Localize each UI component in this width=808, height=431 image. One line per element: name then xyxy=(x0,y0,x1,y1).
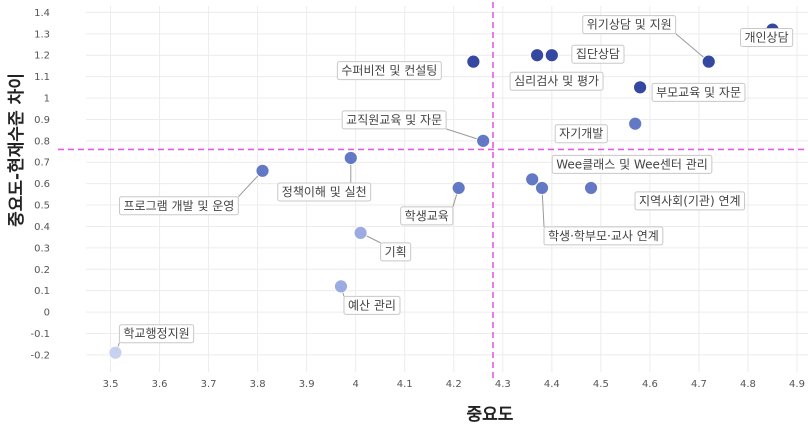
point-label: 프로그램 개발 및 운영 xyxy=(124,199,235,213)
point-label-box xyxy=(571,44,625,64)
point-label: 학생교육 xyxy=(405,209,449,223)
point-label: 기획 xyxy=(385,245,407,259)
data-point xyxy=(255,163,270,178)
data-point xyxy=(633,80,647,95)
data-point xyxy=(466,54,481,69)
data-point xyxy=(544,48,559,63)
x-tick-label: 3.5 xyxy=(103,379,119,390)
data-point xyxy=(701,54,716,69)
point-label-box xyxy=(277,182,372,202)
data-point xyxy=(343,151,358,165)
y-tick-label: 1.4 xyxy=(34,8,50,19)
point-label-box xyxy=(343,295,401,315)
point-label-box xyxy=(739,28,794,48)
point-label: 예산 관리 xyxy=(348,298,396,312)
y-tick-label: 0.5 xyxy=(34,201,50,212)
point-label-box xyxy=(336,61,442,81)
point-label-box xyxy=(551,154,713,174)
y-tick-label: -0.2 xyxy=(30,350,50,361)
x-tick-label: 4.4 xyxy=(544,379,560,390)
point-label: 개인상담 xyxy=(744,31,788,45)
y-tick-label: -0.1 xyxy=(30,329,50,340)
data-point xyxy=(584,181,598,195)
point-label: 심리검사 및 평가 xyxy=(514,74,599,88)
data-point xyxy=(530,48,545,63)
y-axis-title: 중요도-현재수준 차이 xyxy=(7,73,27,227)
x-axis-title: 중요도 xyxy=(467,405,514,425)
label-leader-lines xyxy=(114,33,710,353)
x-tick-label: 4 xyxy=(353,379,359,390)
x-tick-label: 4.3 xyxy=(495,379,511,390)
data-point xyxy=(451,181,466,195)
point-label: 부모교육 및 자문 xyxy=(656,85,741,99)
y-tick-label: 0.7 xyxy=(34,158,50,169)
leader-line xyxy=(675,33,710,63)
point-label: 지역사회(기관) 연계 xyxy=(639,194,741,208)
y-tick-label: 0.1 xyxy=(34,286,50,297)
y-tick-label: 0.3 xyxy=(34,243,50,254)
point-label: 집단상담 xyxy=(576,47,620,61)
x-tick-label: 3.6 xyxy=(152,379,168,390)
x-tick-label: 4.9 xyxy=(789,379,805,390)
point-label: 교직원교육 및 자문 xyxy=(346,113,442,127)
x-tick-label: 4.5 xyxy=(593,379,609,390)
point-label: 자기개발 xyxy=(559,127,603,141)
point-label-box xyxy=(634,191,746,211)
y-tick-label: 0.9 xyxy=(34,115,50,126)
x-tick-label: 3.8 xyxy=(250,379,266,390)
data-point xyxy=(108,345,123,360)
y-tick-label: 1 xyxy=(44,94,50,105)
point-label-box xyxy=(543,226,664,246)
y-tick-label: 1.3 xyxy=(34,29,50,40)
data-point xyxy=(353,225,368,240)
y-tick-label: 1.2 xyxy=(34,51,50,62)
data-point xyxy=(476,133,491,148)
data-point xyxy=(628,116,643,131)
point-label-box xyxy=(119,196,239,216)
y-tick-label: 0.8 xyxy=(34,136,50,147)
y-tick-label: 0 xyxy=(44,308,50,319)
y-tick-label: 0.4 xyxy=(34,222,50,233)
tick-labels: 3.5 3.6 3.7 3.8 3.9 4 4.1 4.2 4.3 4.4 4.5 4.6 4.7 4.8… xyxy=(30,8,804,390)
point-label-box xyxy=(651,82,746,102)
point-label: 수퍼비전 및 컨설팅 xyxy=(341,64,437,78)
reference-lines xyxy=(58,2,808,380)
x-tick-label: 4.7 xyxy=(691,379,707,390)
x-tick-label: 3.7 xyxy=(201,379,217,390)
x-tick-label: 4.8 xyxy=(740,379,756,390)
y-tick-label: 0.2 xyxy=(34,265,50,276)
point-label-box xyxy=(582,15,677,35)
x-tick-label: 3.9 xyxy=(299,379,315,390)
x-tick-label: 4.2 xyxy=(446,379,462,390)
x-tick-label: 4.1 xyxy=(397,379,413,390)
point-label-box xyxy=(118,324,195,344)
point-label-box xyxy=(554,124,608,144)
y-tick-label: 0.6 xyxy=(34,179,50,190)
data-point xyxy=(525,172,540,187)
data-point xyxy=(334,279,348,294)
point-label: 정책이해 및 실천 xyxy=(282,184,367,199)
point-label: 학생·학부모·교사 연계 xyxy=(548,229,659,243)
point-label-box xyxy=(509,71,604,91)
y-tick-label: 1.1 xyxy=(34,72,50,83)
point-label: Wee클래스 및 Wee센터 관리 xyxy=(556,157,708,171)
point-label-box xyxy=(400,206,454,226)
grid-lines xyxy=(86,6,808,372)
data-point xyxy=(535,181,549,195)
data-points xyxy=(108,22,780,360)
point-label: 학교행정지원 xyxy=(123,326,189,341)
x-tick-label: 4.6 xyxy=(642,379,658,390)
point-label: 위기상담 및 지원 xyxy=(587,18,672,32)
point-label-box xyxy=(341,110,447,130)
point-label-box xyxy=(380,242,412,262)
